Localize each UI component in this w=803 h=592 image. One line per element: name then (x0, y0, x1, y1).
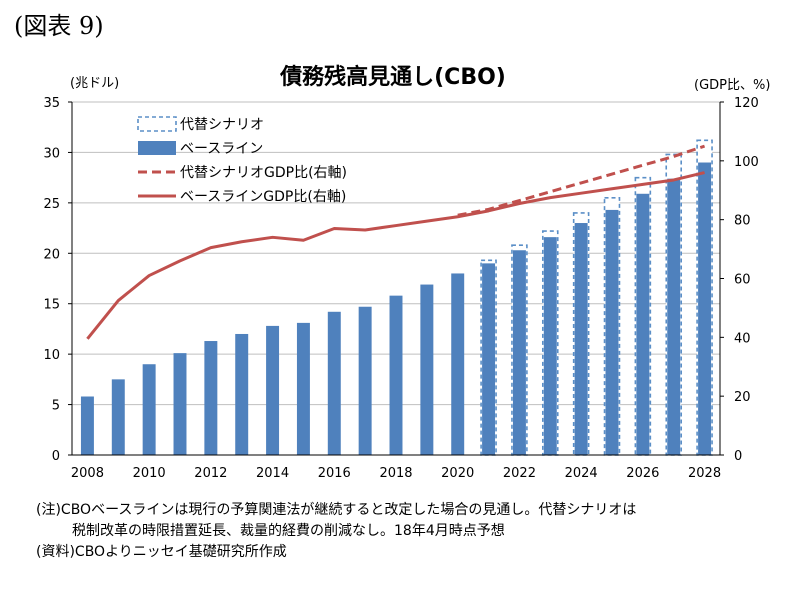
baseline-bar (142, 364, 156, 455)
baseline-bar (574, 223, 588, 455)
y-right-tick-label: 100 (734, 155, 759, 170)
y-left-axis-label: (兆ドル) (70, 76, 119, 91)
lines (86, 144, 706, 340)
baseline-bar (636, 193, 650, 455)
baseline-bar (327, 311, 341, 455)
baseline-bar (482, 263, 496, 455)
baseline-bar (80, 396, 94, 455)
y-left-tick-label: 20 (43, 247, 60, 262)
note-line-2: 税制改革の時限措置延長、裁量的経費の削減なし。18年4月時点予想 (72, 523, 505, 539)
baseline-bar (667, 178, 681, 455)
legend-label: ベースライン (180, 141, 263, 157)
y-right-axis-label: (GDP比、%) (694, 78, 770, 93)
baseline-bar (389, 295, 403, 455)
x-tick-label: 2024 (565, 466, 598, 481)
baseline-bar (173, 353, 187, 455)
y-left-tick-label: 25 (43, 197, 60, 212)
x-tick-label: 2026 (626, 466, 659, 481)
x-tick-label: 2008 (71, 466, 104, 481)
figure-label: (図表 9) (14, 12, 104, 40)
y-left-tick-label: 10 (43, 348, 60, 363)
baseline-bar (698, 162, 712, 455)
x-tick-label: 2014 (256, 466, 289, 481)
legend-label: 代替シナリオGDP比(右軸) (180, 165, 347, 181)
baseline-bar (451, 273, 465, 455)
y-left-tick-label: 30 (43, 146, 60, 161)
source-line: (資料)CBOよりニッセイ基礎研究所作成 (36, 544, 287, 560)
baseline-bar (235, 333, 249, 455)
y-left-tick-label: 15 (43, 298, 60, 313)
baseline-bar (512, 250, 526, 455)
baseline-bar (204, 341, 218, 455)
x-tick-label: 2022 (503, 466, 536, 481)
debt-chart: 0 5 10 15 20 25 30 35 0 20 40 60 80 100 120 2008 2010 201… (43, 64, 770, 481)
baseline-bar (296, 322, 310, 455)
x-tick-label: 2018 (379, 466, 412, 481)
note-line-1: (注)CBOベースラインは現行の予算関連法が継続すると改定した場合の見通し。代替… (36, 502, 637, 518)
x-tick-label: 2010 (133, 466, 166, 481)
x-tick-label: 2028 (688, 466, 721, 481)
legend-label: ベースラインGDP比(右軸) (180, 189, 346, 205)
axes: 0 5 10 15 20 25 30 35 0 20 40 60 80 100 120 2008 2010 201… (43, 96, 758, 481)
y-right-tick-label: 80 (734, 214, 751, 229)
y-right-tick-label: 40 (734, 331, 751, 346)
baseline-bar (266, 325, 280, 455)
y-left-tick-label: 5 (52, 399, 60, 414)
alt-scenario-gdp-ratio-line (457, 144, 706, 217)
x-tick-label: 2020 (441, 466, 474, 481)
x-tick-label: 2016 (318, 466, 351, 481)
y-left-tick-label: 0 (52, 449, 60, 464)
baseline-bar (543, 237, 557, 455)
x-tick-label: 2012 (194, 466, 227, 481)
baseline-gdp-ratio-line (86, 171, 705, 340)
baseline-bar (420, 284, 434, 455)
y-right-tick-label: 60 (734, 273, 751, 288)
y-right-tick-label: 120 (734, 96, 759, 111)
y-right-tick-label: 0 (734, 449, 742, 464)
legend-swatch-baseline-bar (138, 141, 176, 155)
y-left-tick-label: 35 (43, 96, 60, 111)
baseline-bar (605, 209, 619, 455)
y-right-tick-label: 20 (734, 390, 751, 405)
baseline-bar (358, 306, 372, 455)
chart-notes: (注)CBOベースラインは現行の予算関連法が継続すると改定した場合の見通し。代替… (36, 500, 636, 563)
legend-swatch-alt-bar (137, 116, 177, 132)
chart-title: 債務残高見通し(CBO) (279, 64, 506, 90)
legend-label: 代替シナリオ (180, 117, 264, 133)
baseline-bar (111, 379, 125, 455)
